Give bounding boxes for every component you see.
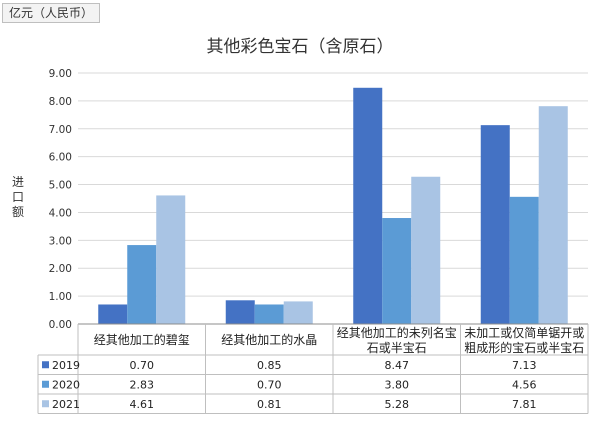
bar-2019 — [480, 125, 510, 324]
chart-title: 其他彩色宝石（含原石） — [206, 37, 394, 57]
y-tick-label: 2.00 — [49, 263, 72, 275]
y-tick-label: 8.00 — [49, 96, 72, 108]
unit-label: 亿元（人民币） — [2, 3, 101, 23]
x-category-label: 经其他加工的碧玺 — [94, 332, 190, 347]
data-table-value: 0.70 — [257, 378, 282, 391]
y-tick-label: 7.00 — [49, 124, 72, 136]
legend-key-2021 — [42, 400, 49, 408]
x-category-label: 石或半宝石 — [367, 341, 427, 355]
data-table-value: 3.80 — [385, 378, 410, 391]
y-tick-label: 6.00 — [49, 152, 72, 164]
y-tick-label: 4.00 — [49, 207, 72, 219]
legend-label: 2019 — [52, 359, 80, 372]
y-tick-label: 0.00 — [49, 319, 72, 331]
data-table-value: 0.85 — [257, 359, 282, 372]
data-table-value: 8.47 — [385, 359, 410, 372]
bar-2020 — [127, 245, 157, 324]
bar-2021 — [411, 176, 441, 324]
bar-2019 — [353, 87, 383, 324]
y-axis-label: 进口额 — [11, 175, 24, 219]
x-category-label: 经其他加工的未列名宝 — [337, 325, 457, 340]
x-category-label: 未加工或仅简单锯开或 — [464, 325, 584, 340]
data-table-value: 7.81 — [512, 398, 537, 411]
bar-2019 — [98, 304, 128, 324]
legend-label: 2021 — [52, 398, 80, 411]
data-table-value: 4.56 — [512, 378, 537, 391]
data-table-value: 2.83 — [130, 378, 155, 391]
y-tick-label: 9.00 — [49, 68, 72, 80]
bar-2021 — [538, 106, 568, 324]
bar-2019 — [225, 300, 255, 324]
legend-key-2019 — [42, 361, 49, 369]
data-table-value: 5.28 — [385, 398, 410, 411]
legend-key-2020 — [42, 380, 49, 388]
x-category-label: 经其他加工的水晶 — [221, 332, 317, 347]
data-table-value: 7.13 — [512, 359, 537, 372]
bar-2021 — [156, 195, 186, 324]
data-table-value: 0.70 — [130, 359, 155, 372]
bar-2020 — [509, 196, 539, 324]
bar-2021 — [283, 301, 313, 324]
bar-2020 — [254, 304, 284, 324]
legend-label: 2020 — [52, 378, 80, 391]
data-table-value: 0.81 — [257, 398, 282, 411]
data-table-value: 4.61 — [130, 398, 155, 411]
x-category-label: 粗成形的宝石或半宝石 — [464, 340, 584, 355]
y-tick-label: 5.00 — [49, 180, 72, 192]
y-tick-label: 1.00 — [49, 291, 72, 303]
bar-2020 — [382, 218, 412, 324]
y-tick-label: 3.00 — [49, 235, 72, 247]
